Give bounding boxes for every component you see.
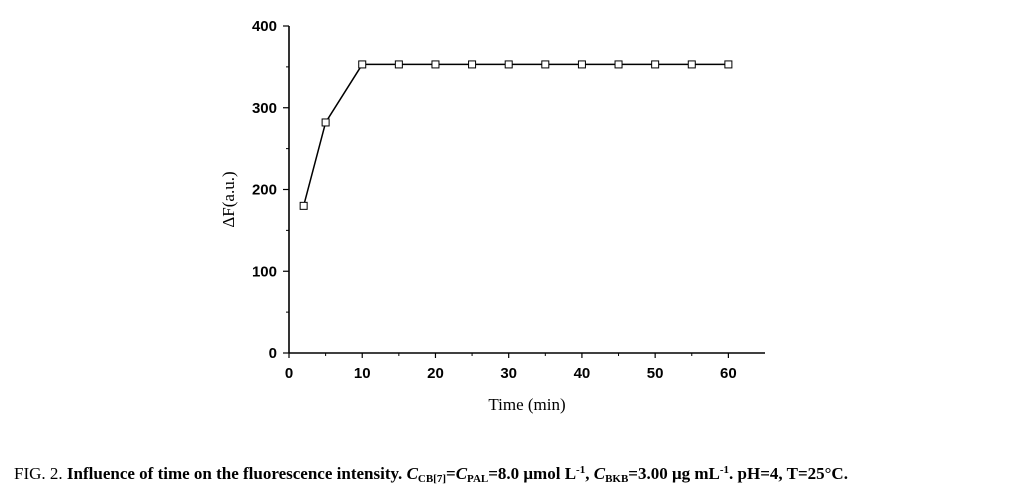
data-point xyxy=(431,60,440,69)
caption-c2-sub: PAL xyxy=(467,473,489,485)
data-point xyxy=(724,60,733,69)
y-axis: 0 100 200 300 400 xyxy=(252,18,289,362)
x-tick-label: 0 xyxy=(285,365,293,382)
data-point xyxy=(687,60,696,69)
caption-sep: , xyxy=(585,464,594,483)
x-tick-label: 10 xyxy=(354,365,371,382)
y-tick-label: 0 xyxy=(269,345,277,362)
y-tick-label: 200 xyxy=(252,182,277,199)
y-tick-label: 300 xyxy=(252,100,277,117)
caption-c2: C xyxy=(455,464,468,483)
caption-c1-sub: CB[7] xyxy=(417,473,447,485)
data-point xyxy=(541,60,550,69)
data-point xyxy=(358,60,367,69)
data-point xyxy=(394,60,403,69)
y-axis-title: ΔF(a.u.) xyxy=(219,171,238,227)
x-axis-title: Time (min) xyxy=(488,395,565,414)
caption-tail: . pH=4, T=25°C. xyxy=(729,464,848,483)
x-tick-label: 30 xyxy=(500,365,517,382)
caption-c1: C xyxy=(406,464,418,483)
plot-frame xyxy=(288,26,765,354)
y-tick-label: 100 xyxy=(252,263,277,280)
x-tick-label: 60 xyxy=(720,365,737,382)
data-point xyxy=(651,60,660,69)
caption-value1-sup: -1 xyxy=(576,464,586,476)
caption-conditions: CCB[7]=CPAL=8.0 μmol L-1, CBKB=3.00 μg m… xyxy=(406,464,848,485)
data-point xyxy=(504,60,513,69)
x-axis: 0 10 20 30 40 50 60 xyxy=(285,353,737,382)
figure-caption: FIG. 2. Influence of time on the fluores… xyxy=(14,464,1014,485)
data-point xyxy=(299,201,308,210)
figure-label: FIG. 2. xyxy=(14,464,63,483)
data-point xyxy=(468,60,477,69)
x-tick-label: 50 xyxy=(647,365,664,382)
data-point xyxy=(614,60,623,69)
caption-value1: =8.0 μmol L xyxy=(488,464,577,483)
caption-c3: C xyxy=(593,464,606,483)
data-point xyxy=(321,118,330,127)
caption-title: Influence of time on the fluorescence in… xyxy=(66,464,403,483)
data-point xyxy=(577,60,586,69)
caption-value2: =3.00 μg mL xyxy=(628,464,720,483)
y-tick-label: 400 xyxy=(252,18,277,35)
caption-c3-sub: BKB xyxy=(605,473,629,485)
caption-value2-sup: -1 xyxy=(719,464,730,476)
data-series xyxy=(299,60,733,210)
x-tick-label: 40 xyxy=(574,365,591,382)
x-tick-label: 20 xyxy=(427,365,444,382)
caption-eq: = xyxy=(446,464,456,483)
series-line xyxy=(302,63,729,207)
